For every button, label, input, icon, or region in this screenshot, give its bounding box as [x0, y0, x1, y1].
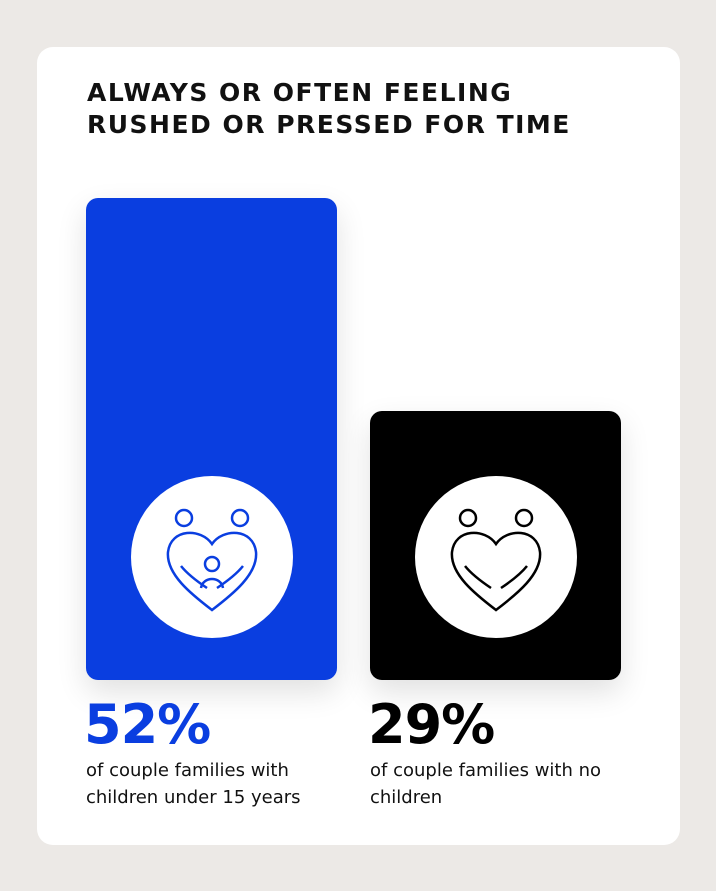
category-label: of couple families with children under 1…: [86, 760, 301, 808]
family-icon: [166, 508, 258, 612]
category-label: of couple families with no children: [370, 760, 602, 808]
value-label: 52%: [84, 693, 211, 756]
value-label: 29%: [368, 693, 495, 756]
icon-circle: [415, 476, 577, 638]
icon-circle: [131, 476, 293, 638]
family-icon: [450, 508, 542, 612]
card: ALWAYS OR OFTEN FEELING RUSHED OR PRESSE…: [37, 47, 680, 845]
chart-title: ALWAYS OR OFTEN FEELING RUSHED OR PRESSE…: [87, 78, 571, 139]
